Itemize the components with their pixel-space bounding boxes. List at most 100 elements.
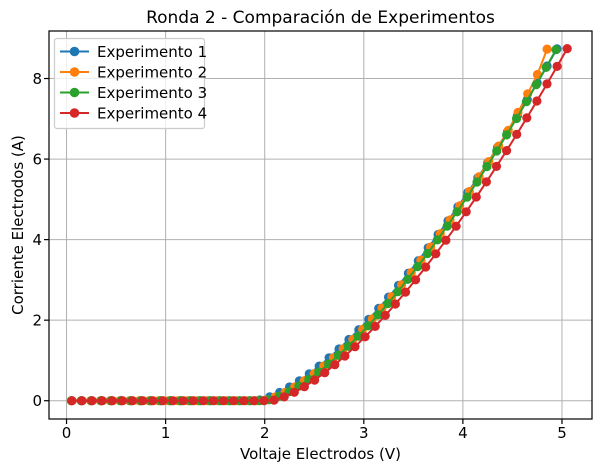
- x-tick-label: 0: [62, 424, 72, 442]
- data-point: [67, 396, 77, 406]
- x-tick-label: 3: [359, 424, 369, 442]
- y-tick-label: 2: [32, 312, 42, 330]
- data-point: [471, 192, 481, 202]
- data-point: [128, 396, 138, 406]
- plot-border: [48, 30, 593, 420]
- data-point: [148, 396, 158, 406]
- data-point: [208, 396, 219, 406]
- series-experimento-4: [67, 44, 572, 406]
- data-point: [370, 321, 380, 331]
- data-point: [393, 287, 403, 297]
- data-point: [522, 113, 532, 123]
- data-point: [289, 387, 299, 397]
- legend-box: [53, 37, 206, 130]
- data-point: [117, 396, 128, 406]
- data-point: [310, 375, 320, 385]
- data-point: [198, 396, 208, 406]
- data-point: [320, 368, 330, 378]
- data-point: [492, 146, 502, 156]
- data-point: [340, 351, 350, 361]
- legend: Experimento 1 Experimento 2 Experimento 3 E…: [53, 37, 207, 130]
- data-point: [396, 280, 407, 290]
- data-point: [442, 221, 452, 231]
- data-point: [383, 298, 393, 309]
- data-point: [542, 79, 552, 89]
- data-point: [422, 248, 433, 259]
- data-point: [521, 97, 532, 107]
- data-point: [259, 396, 269, 406]
- x-tick-label: 4: [458, 424, 468, 442]
- data-point: [441, 235, 451, 245]
- data-point: [502, 146, 512, 156]
- data-point: [373, 310, 383, 320]
- data-point: [502, 130, 512, 140]
- legend-label: Experimento 1: [97, 43, 207, 61]
- data-point: [178, 396, 188, 406]
- data-point: [541, 62, 551, 72]
- data-point: [472, 177, 482, 187]
- data-point: [403, 274, 413, 284]
- data-point: [219, 396, 229, 406]
- data-point: [229, 396, 239, 406]
- y-tick-label: 0: [32, 392, 42, 410]
- legend-marker: [69, 108, 80, 118]
- data-point: [413, 262, 423, 272]
- data-point: [363, 321, 373, 331]
- data-point: [411, 275, 421, 285]
- data-point: [421, 262, 431, 272]
- data-point: [77, 396, 87, 406]
- data-point: [511, 113, 522, 124]
- data-point: [343, 341, 353, 351]
- data-point: [138, 396, 148, 406]
- legend-item-experimento-1: Experimento 1: [60, 43, 207, 61]
- data-point: [380, 310, 390, 320]
- data-point: [512, 129, 522, 139]
- data-point: [158, 396, 168, 406]
- legend-label: Experimento 2: [97, 64, 207, 82]
- x-tick-label: 1: [161, 424, 171, 442]
- y-axis-label: Corriente Electrodos (A): [9, 135, 27, 315]
- axis-ticks: 0 1 2 3 4 5 0 2 4 6 8: [32, 70, 566, 442]
- data-point: [390, 299, 400, 309]
- legend-item-experimento-4: Experimento 4: [60, 105, 207, 123]
- data-point: [330, 360, 340, 370]
- data-point: [551, 45, 561, 55]
- data-point: [542, 44, 552, 54]
- data-point: [360, 332, 370, 342]
- data-point: [432, 235, 442, 245]
- series-layer: [66, 44, 572, 406]
- data-point: [461, 207, 471, 217]
- y-tick-label: 6: [32, 151, 42, 169]
- data-point: [482, 162, 492, 172]
- legend-item-experimento-3: Experimento 3: [60, 84, 207, 102]
- chart-title: Ronda 2 - Comparación de Experimentos: [146, 8, 495, 28]
- data-point: [188, 396, 198, 406]
- data-point: [531, 80, 541, 90]
- legend-label: Experimento 4: [97, 105, 207, 123]
- x-axis-label: Voltaje Electrodos (V): [240, 445, 401, 463]
- data-point: [87, 396, 97, 406]
- data-point: [462, 192, 472, 202]
- data-point: [299, 382, 309, 392]
- data-point: [97, 396, 107, 406]
- legend-item-experimento-2: Experimento 2: [60, 64, 207, 82]
- x-tick-label: 5: [557, 424, 567, 442]
- data-point: [532, 96, 542, 106]
- data-point: [239, 396, 249, 406]
- data-point: [400, 287, 411, 297]
- legend-marker: [69, 46, 80, 57]
- data-point: [491, 161, 502, 171]
- data-point: [353, 331, 363, 341]
- data-point: [452, 207, 462, 217]
- data-point: [269, 395, 279, 405]
- data-point: [431, 249, 441, 259]
- data-point: [481, 177, 491, 187]
- data-point: [350, 342, 360, 352]
- data-point: [107, 396, 117, 406]
- data-point: [249, 396, 259, 406]
- data-point: [168, 396, 178, 406]
- legend-label: Experimento 3: [97, 84, 207, 102]
- data-point: [387, 292, 397, 302]
